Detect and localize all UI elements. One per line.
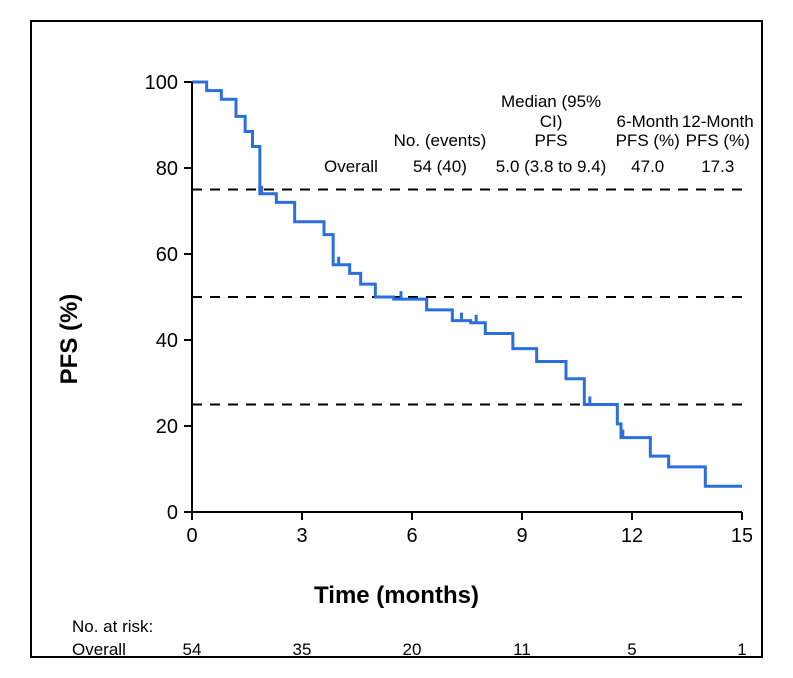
risk-values: 54 35 20 11 5 1 [142,640,762,660]
inset-h-median-l2: PFS [535,131,568,150]
inset-h-12m-l1: 12-Month [682,112,754,131]
svg-text:40: 40 [156,330,178,352]
inset-h-noevents: No. (events) [392,131,489,151]
inset-v-median: 5.0 (3.8 to 9.4) [488,157,614,177]
svg-text:20: 20 [156,416,178,438]
inset-h-6m: 6-Month PFS (%) [614,112,682,151]
inset-h-12m: 12-Month PFS (%) [682,112,754,151]
svg-text:12: 12 [621,525,643,547]
inset-v-noevents: 54 (40) [392,157,489,177]
inset-v-12m: 17.3 [682,157,754,177]
svg-text:80: 80 [156,158,178,180]
svg-text:60: 60 [156,244,178,266]
inset-h-median-l1: Median (95% CI) [501,92,601,131]
plot-area: 0 20 40 60 80 100 0 3 6 9 12 15 No. (events) Median… [142,72,752,552]
svg-text:3: 3 [296,525,307,547]
risk-value: 35 [293,640,312,660]
risk-title: No. at risk: [72,617,762,637]
figure-frame: PFS (%) 02040608010003691215 No. (events… [30,20,763,658]
inset-h-6m-l1: 6-Month [617,112,679,131]
svg-text:6: 6 [406,525,417,547]
inset-summary-table: No. (events) Median (95% CI) PFS 6-Month… [324,92,754,182]
risk-row: Overall 54 35 20 11 5 1 [72,640,762,660]
y-axis-label: PFS (%) [56,294,84,385]
risk-value: 1 [737,640,746,660]
risk-value: 5 [627,640,636,660]
x-axis-label: Time (months) [32,582,761,610]
risk-row-label: Overall [72,640,142,660]
inset-h-median: Median (95% CI) PFS [488,92,614,151]
svg-text:100: 100 [145,72,178,94]
svg-text:0: 0 [186,525,197,547]
inset-header-row: No. (events) Median (95% CI) PFS 6-Month… [324,92,754,151]
inset-data-row: Overall 54 (40) 5.0 (3.8 to 9.4) 47.0 17… [324,157,754,177]
inset-rowlabel: Overall [324,157,392,177]
svg-text:9: 9 [516,525,527,547]
inset-v-6m: 47.0 [614,157,682,177]
svg-text:15: 15 [731,525,752,547]
inset-h-12m-l2: PFS (%) [686,131,750,150]
risk-value: 11 [513,640,531,660]
inset-h-6m-l2: PFS (%) [616,131,680,150]
risk-table: No. at risk: Overall 54 35 20 11 5 1 [72,617,762,660]
figure-container: PFS (%) 02040608010003691215 No. (events… [0,0,793,678]
risk-value: 20 [403,640,422,660]
risk-value: 54 [183,640,202,660]
svg-text:0: 0 [167,502,178,524]
